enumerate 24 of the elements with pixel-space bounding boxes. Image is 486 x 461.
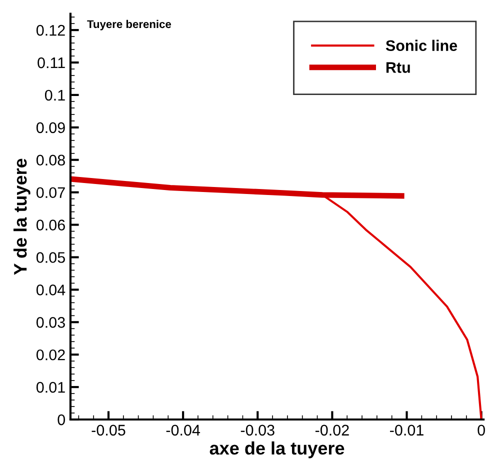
x-tick-label: 0 [478,424,485,436]
y-tick-label: 0.01 [36,382,65,393]
annotation: Tuyere berenice [87,20,172,30]
y-tick-label: 0.02 [36,349,65,360]
x-tick-label: -0.04 [166,424,200,436]
legend-label: Sonic line [386,40,458,52]
y-axis-title: Y de la tuyere [13,158,30,275]
y-tick-label: 0.11 [38,57,65,68]
x-tick-label: -0.01 [390,424,424,436]
y-tick-label: 0.09 [36,122,65,134]
y-tick-label: 0.03 [36,317,65,328]
legend-label: Rtu [386,62,410,73]
x-tick-label: -0.05 [92,424,126,436]
y-tick-label: 0.05 [36,252,65,263]
x-tick-label: -0.02 [315,424,349,436]
y-tick-label: 0.1 [44,90,65,101]
y-tick-label: 0.04 [36,284,66,296]
y-tick-label: 0.07 [36,187,65,198]
x-tick-label: -0.03 [240,424,274,436]
y-tick-label: 0.08 [36,154,65,166]
y-tick-label: 0 [58,414,66,426]
y-tick-label: 0.06 [36,220,65,230]
x-axis-title: axe de la tuyere [210,441,344,458]
y-tick-label: 0.12 [36,24,65,36]
